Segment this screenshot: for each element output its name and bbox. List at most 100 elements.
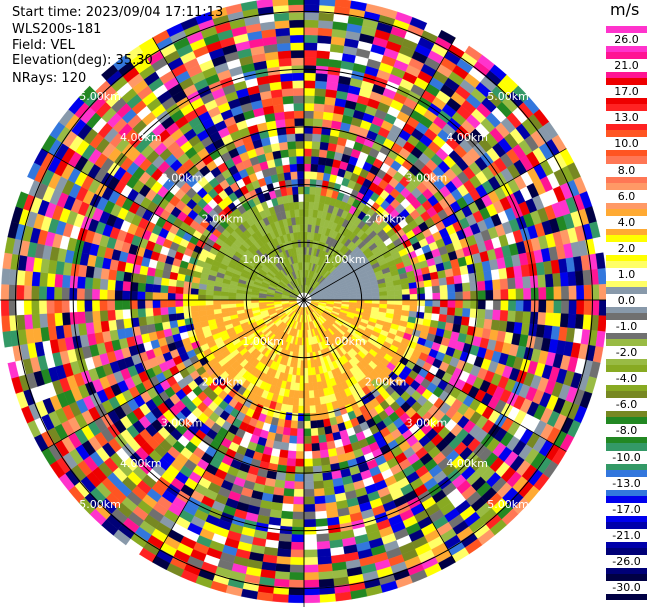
velocity-gate [274,20,290,30]
velocity-gate [462,291,471,301]
velocity-gate [393,284,403,291]
velocity-gate [31,271,41,287]
velocity-gate [322,418,331,428]
velocity-gate [288,0,305,6]
velocity-gate [311,148,320,158]
velocity-gate [272,593,289,603]
velocity-gate [299,383,305,392]
velocity-gate [349,297,358,301]
velocity-gate [154,322,164,332]
velocity-gate [500,299,509,311]
velocity-gate [303,443,313,452]
velocity-gate [53,299,63,314]
colorbar-tick-label: -1.0 [606,320,647,334]
colorbar-tick-label: -10.0 [606,450,647,464]
velocity-gate [144,299,153,309]
start-time-label: Start time: 2023/09/04 17:11:13 [12,5,224,20]
velocity-gate [145,307,154,317]
velocity-gate [292,193,299,203]
velocity-gate [298,201,305,210]
velocity-gate [492,279,501,291]
velocity-gate [422,273,432,282]
velocity-gate [296,231,301,240]
velocity-gate [291,186,299,195]
velocity-gate [31,285,40,301]
velocity-gate [84,288,93,301]
velocity-gate [416,305,426,313]
velocity-gate [39,272,49,287]
velocity-gate [61,274,71,288]
velocity-gate [424,293,433,301]
velocity-gate [316,548,332,558]
velocity-gate [423,312,433,321]
velocity-gate [299,367,305,376]
velocity-gate [303,352,308,361]
velocity-gate [308,201,315,210]
velocity-gate [289,27,305,36]
colorbar: 26.0 21.0 17.0 13.0 10.0 8.0 6.0 4.0 2.0 1.0 0.0 -1… [606,26,647,601]
velocity-gate [287,450,297,459]
velocity-gate [175,299,184,307]
velocity-gate [76,311,86,324]
velocity-gate [379,299,388,305]
velocity-gate [432,299,441,308]
velocity-gate [288,148,297,158]
velocity-gate [314,404,322,414]
velocity-gate [175,279,185,288]
velocity-gate [309,405,317,414]
velocity-gate [91,288,100,301]
velocity-gate [583,299,592,316]
velocity-gate [152,284,162,293]
velocity-gate [303,163,312,172]
velocity-gate [167,285,177,294]
velocity-gate [290,42,305,51]
velocity-gate [190,293,199,301]
velocity-gate [280,80,294,90]
velocity-gate [313,488,325,497]
range-ring-label: 2.00km [365,376,407,389]
velocity-gate [364,292,373,297]
velocity-gate [145,274,155,285]
velocity-gate [416,287,426,295]
velocity-gate [537,274,547,288]
velocity-gate [324,494,337,504]
velocity-gate [108,269,118,281]
velocity-gate [290,541,305,551]
colorbar-tick-label: 0.0 [606,293,647,307]
velocity-gate [289,19,305,28]
velocity-gate [160,277,170,286]
velocity-gate [303,504,316,513]
range-ring-label: 4.00km [446,457,488,470]
velocity-gate [291,57,305,66]
velocity-gate [281,156,290,166]
velocity-gate [371,291,380,297]
velocity-gate [317,427,326,436]
velocity-gate [371,295,380,301]
velocity-gate [284,473,296,482]
velocity-gate [122,280,131,292]
velocity-gate [282,495,294,505]
velocity-gate [439,284,448,294]
velocity-gate [295,133,305,142]
velocity-gate [303,511,316,520]
velocity-gate [205,289,214,296]
velocity-gate [303,0,320,6]
velocity-gate [16,314,26,331]
velocity-gate [290,549,305,558]
velocity-gate [303,110,315,119]
velocity-gate [297,420,305,429]
velocity-gate [286,133,296,142]
colorbar-tick-label: 4.0 [606,215,647,229]
range-ring-label: 5.00km [79,498,121,511]
velocity-gate [273,578,290,588]
velocity-gate [205,299,214,306]
velocity-gate [138,273,148,284]
velocity-gate [137,291,146,301]
velocity-gate [114,309,124,320]
velocity-gate [39,313,49,328]
velocity-gate [286,186,294,196]
range-ring-label: 4.00km [446,131,488,144]
colorbar-tick-label: -6.0 [606,398,647,412]
velocity-gate [282,95,294,105]
